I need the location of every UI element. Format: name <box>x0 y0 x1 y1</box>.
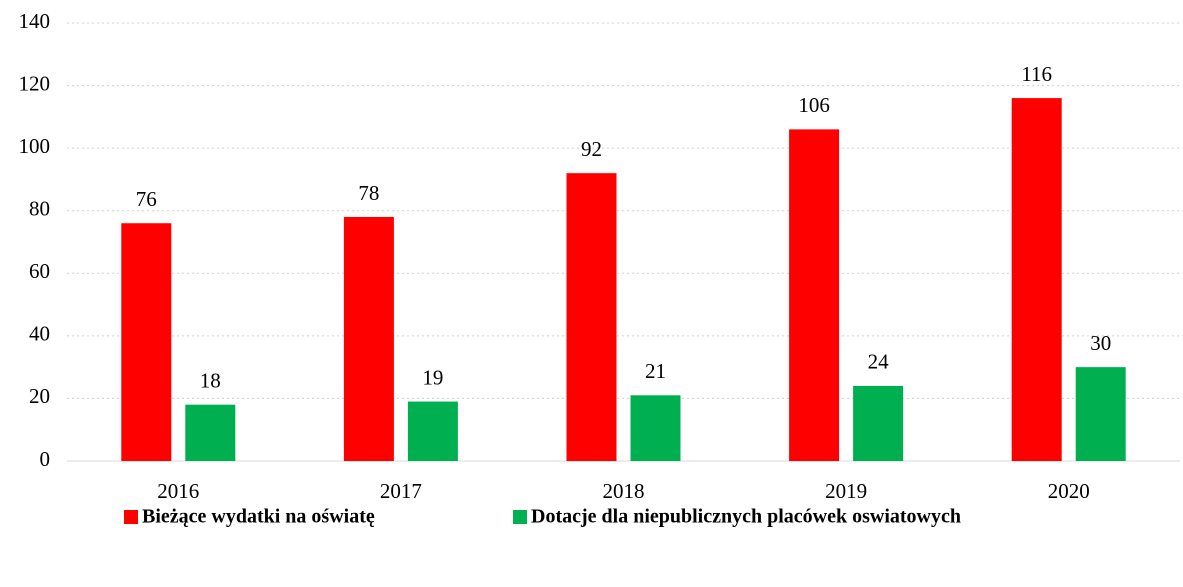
data-label: 92 <box>581 137 602 161</box>
bar <box>853 385 904 461</box>
legend-label: Dotacje dla niepublicznych placówek oswi… <box>531 506 961 528</box>
data-label: 24 <box>868 350 890 374</box>
y-tick-label: 100 <box>19 134 51 158</box>
bar <box>630 395 681 461</box>
legend-label: Bieżące wydatki na oświatę <box>142 506 375 528</box>
y-tick-label: 20 <box>29 384 50 408</box>
y-tick-label: 60 <box>29 259 50 283</box>
bar <box>1075 367 1126 461</box>
y-tick-label: 120 <box>19 71 51 95</box>
legend-swatch <box>124 510 138 524</box>
bar <box>185 404 236 461</box>
data-label: 116 <box>1021 62 1052 86</box>
bar <box>789 129 840 461</box>
y-tick-label: 140 <box>19 9 51 33</box>
bar <box>407 401 458 461</box>
bar <box>121 223 172 461</box>
data-label: 21 <box>645 359 666 383</box>
data-label: 18 <box>200 368 221 392</box>
bar <box>566 173 617 461</box>
legend-swatch <box>513 510 527 524</box>
bar <box>343 216 394 461</box>
y-tick-label: 0 <box>40 447 51 471</box>
x-tick-label: 2017 <box>380 479 422 503</box>
y-tick-label: 80 <box>29 197 50 221</box>
x-tick-label: 2018 <box>603 479 645 503</box>
data-label: 76 <box>136 187 157 211</box>
data-label: 106 <box>798 93 830 117</box>
x-tick-label: 2019 <box>825 479 867 503</box>
x-tick-label: 2020 <box>1048 479 1090 503</box>
data-label: 19 <box>422 365 443 389</box>
data-label: 78 <box>358 181 379 205</box>
y-tick-label: 40 <box>29 322 50 346</box>
bar <box>1011 98 1062 461</box>
data-label: 30 <box>1090 331 1111 355</box>
x-tick-label: 2016 <box>157 479 199 503</box>
